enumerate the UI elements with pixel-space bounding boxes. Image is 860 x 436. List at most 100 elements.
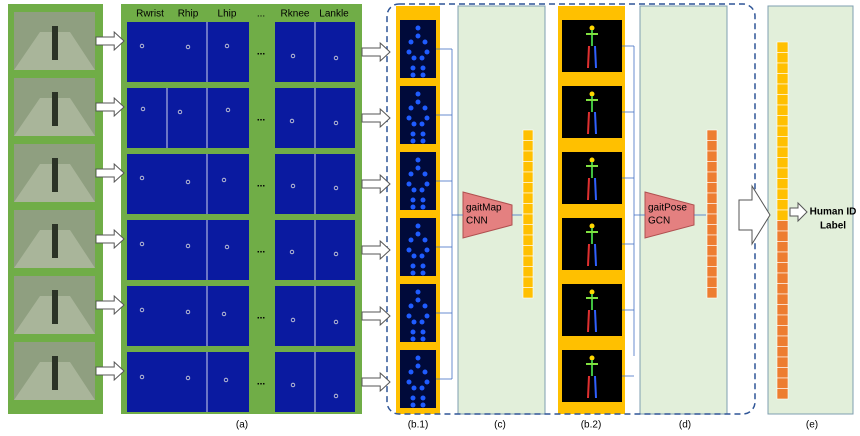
feature-cell: [777, 305, 788, 316]
feature-cell: [523, 204, 533, 215]
feature-cell: [777, 389, 788, 400]
joint-header: Rknee: [281, 9, 310, 20]
heatmap: [127, 286, 249, 346]
feature-cell: [707, 246, 717, 257]
feature-cell: [523, 277, 533, 288]
skeleton-head: [590, 290, 595, 295]
feature-cell: [777, 221, 788, 232]
big-arrow: [739, 186, 770, 244]
pose-joint: [411, 396, 416, 401]
feature-cell: [707, 204, 717, 215]
pose-joint: [421, 205, 426, 210]
row-ellipsis: ...: [257, 311, 266, 322]
pose-joint: [421, 139, 426, 144]
pose-joint: [420, 188, 425, 193]
pose-joint: [421, 403, 426, 408]
person: [52, 290, 58, 324]
arrow: [362, 241, 390, 259]
pose-joint: [412, 386, 417, 391]
feature-cell: [777, 74, 788, 85]
caption: (c): [494, 420, 506, 431]
feature-cell: [777, 347, 788, 358]
skeleton-head: [590, 92, 595, 97]
person: [52, 356, 58, 390]
figure: gaitMap CNN gaitPose GCN Human ID Label …: [0, 0, 860, 436]
feature-cell: [777, 189, 788, 200]
pose-joint: [407, 116, 412, 121]
feature-cell: [523, 141, 533, 152]
skeleton-head: [590, 356, 595, 361]
feature-cell: [777, 231, 788, 242]
feature-cell: [777, 147, 788, 158]
pose-joint: [412, 254, 417, 259]
pose-joint: [416, 232, 421, 237]
feature-cell: [707, 256, 717, 267]
pose-joint: [416, 100, 421, 105]
heatmap: [127, 22, 249, 82]
pose-joint: [421, 330, 426, 335]
feature-cell: [523, 162, 533, 173]
feature-cell: [777, 273, 788, 284]
feature-cell: [523, 288, 533, 299]
skeleton-head: [590, 26, 595, 31]
pose-joint: [411, 403, 416, 408]
pose-joint: [409, 370, 414, 375]
cnn-label: gaitMap: [466, 203, 502, 214]
skeleton-bone: [588, 310, 589, 332]
pose-joint: [409, 106, 414, 111]
pose-joint: [420, 56, 425, 61]
feature-cell: [777, 263, 788, 274]
skeleton-bone: [588, 376, 589, 398]
skeleton-bone: [588, 46, 589, 68]
feature-cell: [707, 141, 717, 152]
pose-joint: [425, 248, 430, 253]
joint-header: Lankle: [319, 9, 349, 20]
arrow: [362, 175, 390, 193]
row-ellipsis: ...: [257, 179, 266, 190]
skeleton-bone: [595, 112, 596, 134]
skeleton-head: [590, 224, 595, 229]
pose-joint: [412, 320, 417, 325]
gcn-label: gaitPose: [648, 203, 687, 214]
skeleton-bone: [595, 376, 596, 398]
pose-joint: [411, 73, 416, 78]
pose-joint: [421, 264, 426, 269]
pose-joint: [425, 182, 430, 187]
arrow: [362, 373, 390, 391]
feature-cell: [777, 179, 788, 190]
arrow: [362, 307, 390, 325]
feature-cell: [707, 288, 717, 299]
row-ellipsis: ...: [257, 113, 266, 124]
person: [52, 26, 58, 60]
feature-cell: [707, 277, 717, 288]
pose-joint: [411, 330, 416, 335]
pose-joint: [412, 56, 417, 61]
feature-cell: [777, 63, 788, 74]
pose-joint: [421, 198, 426, 203]
feature-cell: [777, 294, 788, 305]
skeleton-bone: [588, 178, 589, 200]
heatmap: [127, 88, 249, 148]
pose-joint: [416, 290, 421, 295]
pose-joint: [416, 166, 421, 171]
output-label: Human ID: [810, 207, 857, 218]
pose-joint: [421, 132, 426, 137]
pose-joint: [411, 337, 416, 342]
pose-joint: [416, 26, 421, 31]
caption: (e): [806, 420, 818, 431]
feature-cell: [707, 235, 717, 246]
pose-joint: [416, 224, 421, 229]
feature-cell: [777, 168, 788, 179]
feature-cell: [707, 267, 717, 278]
pose-joint: [420, 254, 425, 259]
pose-joint: [411, 139, 416, 144]
feature-cell: [777, 158, 788, 169]
pose-joint: [416, 364, 421, 369]
feature-cell: [777, 200, 788, 211]
skeleton-bone: [588, 112, 589, 134]
feature-cell: [777, 326, 788, 337]
feature-cell: [777, 126, 788, 137]
feature-cell: [777, 242, 788, 253]
feature-cell: [777, 137, 788, 148]
skeleton-bone: [595, 178, 596, 200]
